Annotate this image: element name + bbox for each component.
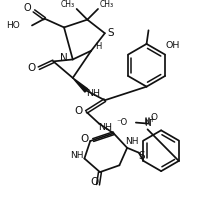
Text: CH₃: CH₃ xyxy=(61,0,75,9)
Text: S: S xyxy=(107,28,114,38)
Text: NH: NH xyxy=(98,123,112,132)
Text: N: N xyxy=(144,119,151,128)
Text: OH: OH xyxy=(166,41,180,50)
Text: O: O xyxy=(74,106,83,116)
Text: O: O xyxy=(151,113,158,122)
Text: O: O xyxy=(80,134,88,144)
Text: ⁻O: ⁻O xyxy=(117,118,128,127)
Text: O: O xyxy=(90,177,98,187)
Text: NH: NH xyxy=(86,89,100,98)
Text: NH: NH xyxy=(70,151,83,160)
Text: O: O xyxy=(23,3,31,13)
Text: O: O xyxy=(28,63,36,73)
Polygon shape xyxy=(73,78,88,92)
Text: N: N xyxy=(60,54,68,64)
Text: NH: NH xyxy=(125,136,139,145)
Text: HO: HO xyxy=(7,21,20,30)
Text: CH₃: CH₃ xyxy=(100,0,114,9)
Text: S: S xyxy=(138,151,145,161)
Text: +: + xyxy=(148,115,155,124)
Text: H: H xyxy=(95,42,101,51)
